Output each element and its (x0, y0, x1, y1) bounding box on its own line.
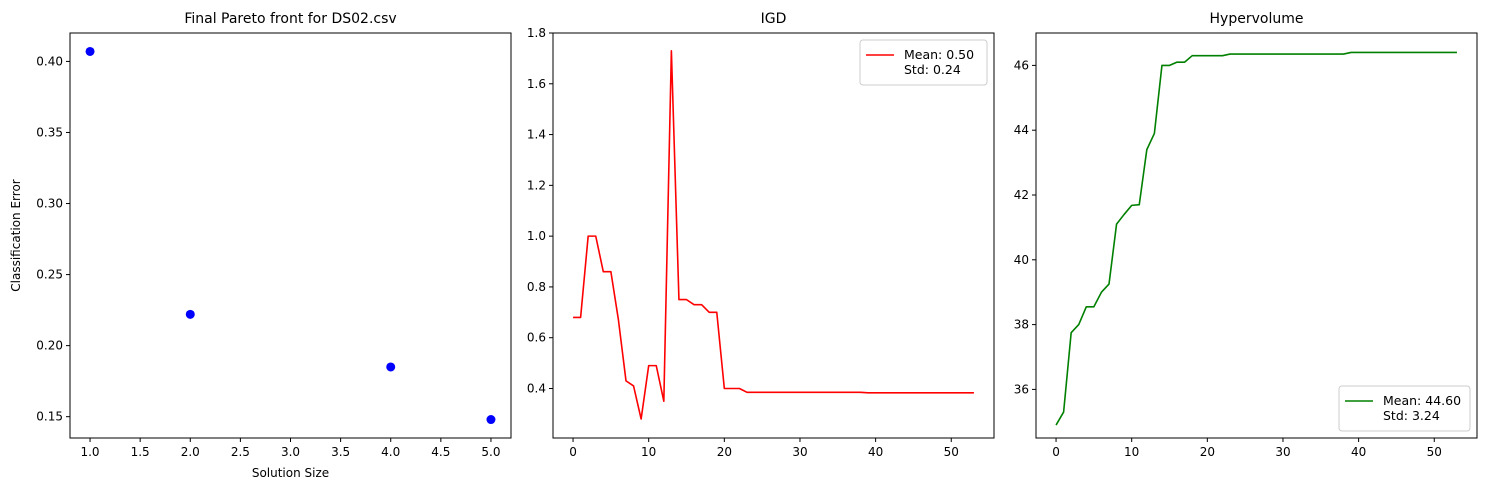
igd-xtick-label: 30 (792, 445, 807, 459)
igd-legend-label: Std: 0.24 (904, 62, 961, 77)
hypervolume-xtick-label: 50 (1427, 445, 1442, 459)
hypervolume-xtick-label: 20 (1200, 445, 1215, 459)
igd-ytick-label: 1.8 (527, 26, 546, 40)
pareto-title: Final Pareto front for DS02.csv (184, 11, 396, 27)
hypervolume-series-line (1055, 51, 1457, 426)
pareto-ytick-label: 0.20 (36, 339, 63, 353)
hypervolume-legend-label: Mean: 44.60 (1383, 393, 1461, 408)
pareto-xtick-label: 3.0 (281, 445, 300, 459)
pareto-point (185, 309, 195, 319)
igd-axes: IGD 0 10 20 30 40 50 0.4 0.6 0.8 1.0 1.2 1.4 1.6 1.8 Me… (527, 11, 995, 459)
pareto-xtick-label: 2.0 (181, 445, 200, 459)
igd-ytick-label: 0.6 (527, 331, 546, 345)
pareto-ytick-label: 0.25 (36, 268, 63, 282)
hypervolume-axes: Hypervolume 0 10 20 30 40 50 36 38 40 42 44 46 Mean: … (1014, 11, 1478, 459)
pareto-xtick-label: 2.5 (231, 445, 250, 459)
igd-ytick-label: 0.4 (527, 381, 546, 395)
pareto-frame (69, 32, 512, 439)
igd-ytick-label: 1.4 (527, 128, 546, 142)
pareto-xtick-label: 3.5 (331, 445, 350, 459)
pareto-ytick-label: 0.35 (36, 125, 63, 139)
pareto-point (85, 46, 95, 56)
igd-xtick-label: 10 (641, 445, 656, 459)
igd-ytick-label: 1.2 (527, 178, 546, 192)
pareto-xtick-label: 5.0 (481, 445, 500, 459)
hypervolume-ytick-label: 40 (1014, 253, 1029, 267)
pareto-xtick-label: 1.0 (80, 445, 99, 459)
pareto-front-axes: Final Pareto front for DS02.csv 1.0 1.5 2.0… (9, 11, 512, 480)
pareto-point (486, 415, 496, 425)
pareto-xtick-label: 4.0 (381, 445, 400, 459)
igd-title: IGD (761, 11, 787, 27)
hypervolume-ytick-label: 44 (1014, 123, 1029, 137)
igd-xtick-label: 40 (868, 445, 883, 459)
pareto-point (386, 362, 396, 372)
hypervolume-ytick-label: 42 (1014, 188, 1029, 202)
pareto-ytick-label: 0.30 (36, 197, 63, 211)
pareto-ytick-label: 0.15 (36, 410, 63, 424)
hypervolume-ytick-label: 46 (1014, 58, 1029, 72)
igd-ytick-label: 1.0 (527, 229, 546, 243)
igd-frame (552, 32, 995, 439)
igd-xtick-label: 20 (717, 445, 732, 459)
igd-series-line (573, 49, 974, 420)
igd-xtick-label: 50 (944, 445, 959, 459)
pareto-xtick-label: 4.5 (431, 445, 450, 459)
hypervolume-legend-label: Std: 3.24 (1383, 408, 1440, 423)
pareto-y-axis-label: Classification Error (9, 179, 23, 292)
pareto-ytick-label: 0.40 (36, 54, 63, 68)
hypervolume-frame (1035, 32, 1478, 439)
hypervolume-legend-box (1338, 385, 1471, 432)
pareto-xtick-label: 1.5 (131, 445, 150, 459)
igd-ytick-label: 1.6 (527, 77, 546, 91)
igd-legend-label: Mean: 0.50 (904, 47, 974, 62)
hypervolume-title: Hypervolume (1210, 11, 1304, 27)
igd-legend-box (859, 39, 988, 86)
hypervolume-xtick-label: 0 (1052, 445, 1060, 459)
hypervolume-ytick-label: 38 (1014, 318, 1029, 332)
igd-xtick-label: 0 (569, 445, 577, 459)
hypervolume-xtick-label: 10 (1124, 445, 1139, 459)
hypervolume-xtick-label: 30 (1275, 445, 1290, 459)
hypervolume-xtick-label: 40 (1351, 445, 1366, 459)
pareto-x-axis-label: Solution Size (252, 466, 329, 480)
igd-ytick-label: 0.8 (527, 280, 546, 294)
hypervolume-ytick-label: 36 (1014, 382, 1029, 396)
